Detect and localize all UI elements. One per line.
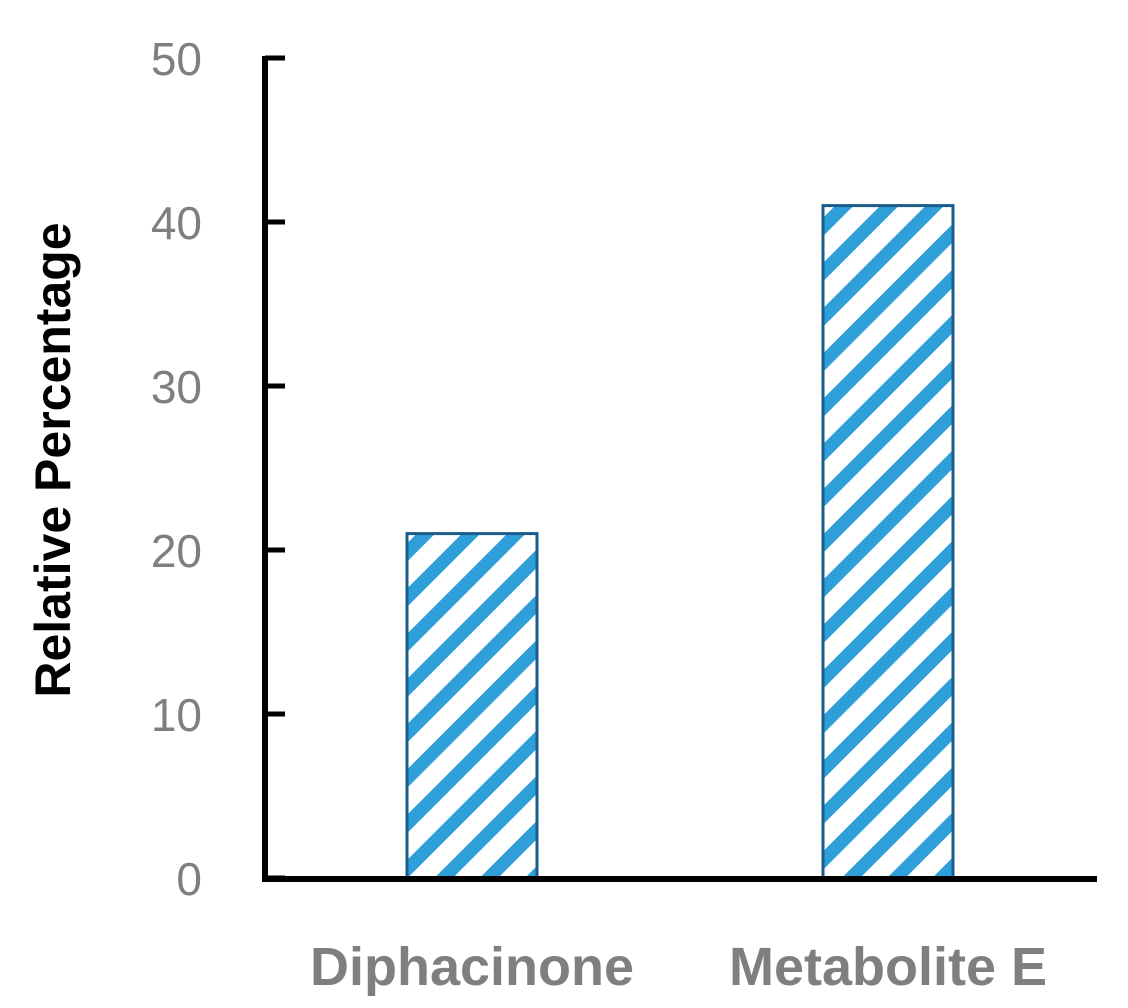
- y-tick-label: 40: [151, 197, 202, 249]
- y-tick-label: 0: [176, 853, 202, 905]
- axes-layer: [262, 56, 1097, 882]
- bar-diphacinone: [405, 532, 539, 880]
- x-category-label: Diphacinone: [310, 937, 634, 997]
- y-ticks: 0 10 20 30 40 50: [151, 33, 285, 905]
- bar-metabolite-e: [821, 204, 955, 880]
- bars-layer: [405, 204, 955, 880]
- x-category-label: Metabolite E: [729, 937, 1047, 997]
- y-tick-label: 10: [151, 689, 202, 741]
- x-category-labels: Diphacinone Metabolite E: [310, 937, 1047, 997]
- y-tick-label: 20: [151, 525, 202, 577]
- y-tick-label: 30: [151, 361, 202, 413]
- y-axis-title: Relative Percentage: [25, 222, 81, 697]
- y-tick-label: 50: [151, 33, 202, 85]
